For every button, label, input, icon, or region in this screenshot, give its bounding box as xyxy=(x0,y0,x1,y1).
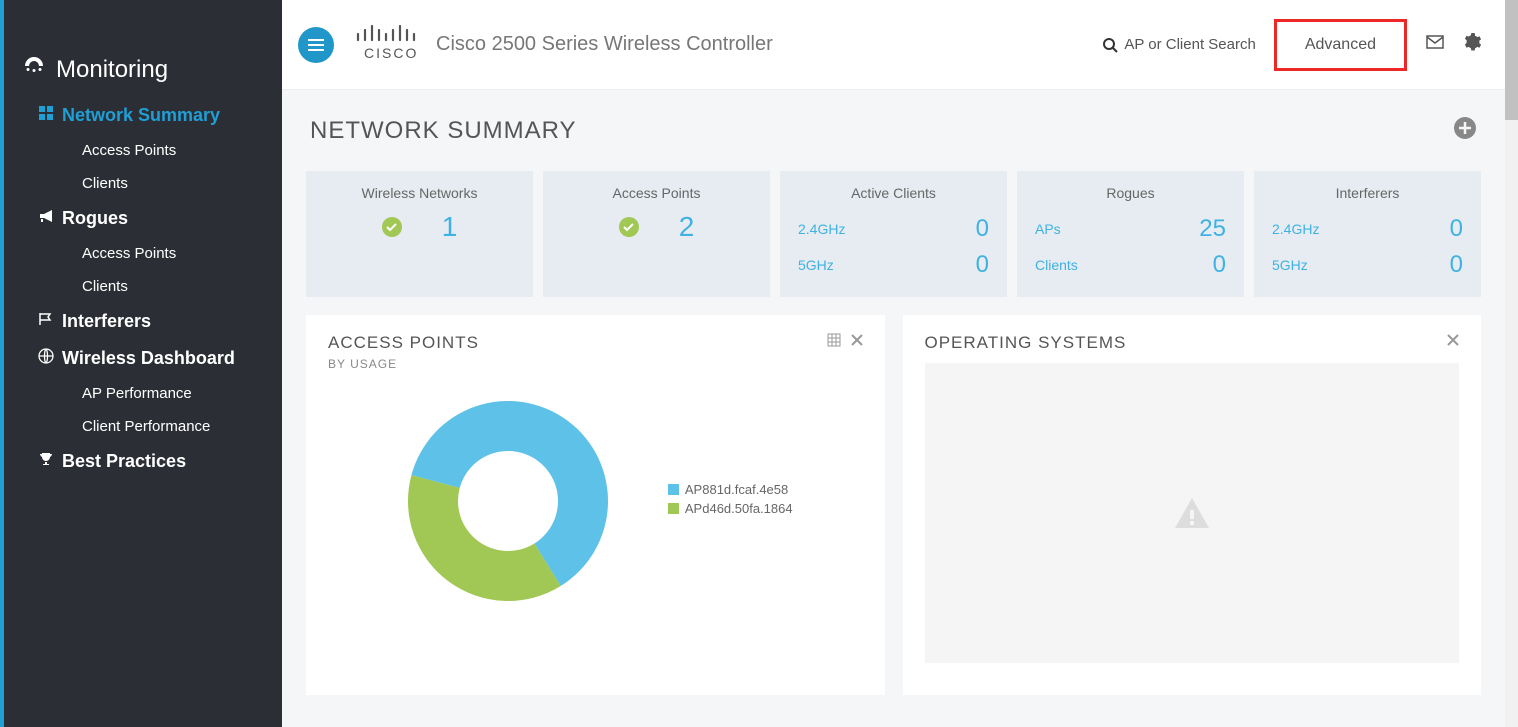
stat-cards: Wireless Networks 1 Access Points 2 Acti… xyxy=(306,171,1481,297)
sidebar-section-best-practices[interactable]: Best Practices xyxy=(4,443,282,480)
sidebar-section-network-summary[interactable]: Network Summary xyxy=(4,97,282,134)
legend-label: APd46d.50fa.1864 xyxy=(685,501,793,516)
megaphone-icon xyxy=(38,208,54,229)
stat-row-value: 0 xyxy=(1213,251,1226,279)
panel-access-points: ACCESS POINTS BY USAGE AP881d.fcaf.4e58A… xyxy=(306,315,885,695)
stat-row-value: 0 xyxy=(1450,215,1463,243)
scrollbar[interactable] xyxy=(1505,0,1518,727)
svg-text:CISCO: CISCO xyxy=(364,45,418,61)
sidebar-item-access-points[interactable]: Access Points xyxy=(4,134,282,167)
stat-value: 1 xyxy=(442,211,458,243)
stat-row-label: APs xyxy=(1035,221,1061,237)
warning-icon xyxy=(1172,493,1212,533)
flag-icon xyxy=(38,311,54,332)
stat-card-interferers[interactable]: Interferers 2.4GHz 0 5GHz 0 xyxy=(1254,171,1481,297)
sidebar-item-ap-performance[interactable]: AP Performance xyxy=(4,377,282,410)
dashboard-icon xyxy=(22,54,46,85)
sidebar-section-wireless-dashboard[interactable]: Wireless Dashboard xyxy=(4,340,282,377)
sidebar-section-label: Wireless Dashboard xyxy=(62,348,235,369)
sidebar-item-rogues-clients[interactable]: Clients xyxy=(4,270,282,303)
close-icon[interactable] xyxy=(851,333,863,352)
stat-row-label: 5GHz xyxy=(798,257,834,273)
donut-chart xyxy=(398,391,618,611)
product-title: Cisco 2500 Series Wireless Controller xyxy=(436,33,773,56)
stat-row-value: 25 xyxy=(1199,215,1226,243)
stat-value: 2 xyxy=(679,211,695,243)
sidebar-heading: Monitoring xyxy=(4,48,282,97)
stat-card-title: Access Points xyxy=(561,185,752,201)
sidebar-section-label: Interferers xyxy=(62,311,151,332)
mail-icon[interactable] xyxy=(1425,32,1445,57)
legend-label: AP881d.fcaf.4e58 xyxy=(685,482,788,497)
stat-row-label: 2.4GHz xyxy=(1272,221,1319,237)
stat-row-label: 5GHz xyxy=(1272,257,1308,273)
stat-row-value: 0 xyxy=(1450,251,1463,279)
sidebar-section-label: Rogues xyxy=(62,208,128,229)
sidebar-item-clients[interactable]: Clients xyxy=(4,167,282,200)
stat-row-value: 0 xyxy=(976,251,989,279)
stat-card-title: Active Clients xyxy=(798,185,989,201)
stat-card-title: Rogues xyxy=(1035,185,1226,201)
panels: ACCESS POINTS BY USAGE AP881d.fcaf.4e58A… xyxy=(306,315,1481,695)
stat-card-wireless-networks[interactable]: Wireless Networks 1 xyxy=(306,171,533,297)
advanced-button[interactable]: Advanced xyxy=(1274,19,1407,71)
sidebar: Monitoring Network Summary Access Points… xyxy=(0,0,282,727)
panel-subtitle: BY USAGE xyxy=(328,357,479,371)
stat-row-label: 2.4GHz xyxy=(798,221,845,237)
page-title: NETWORK SUMMARY xyxy=(310,117,577,145)
sidebar-item-client-performance[interactable]: Client Performance xyxy=(4,410,282,443)
stat-card-title: Wireless Networks xyxy=(324,185,515,201)
search-placeholder: AP or Client Search xyxy=(1124,36,1255,53)
main: CISCO Cisco 2500 Series Wireless Control… xyxy=(282,0,1505,727)
grid-icon xyxy=(38,105,54,126)
menu-button[interactable] xyxy=(298,27,334,63)
sidebar-section-interferers[interactable]: Interferers xyxy=(4,303,282,340)
sidebar-item-rogues-aps[interactable]: Access Points xyxy=(4,237,282,270)
gear-icon[interactable] xyxy=(1463,33,1481,56)
search-box[interactable]: AP or Client Search xyxy=(1102,36,1255,53)
sidebar-section-label: Best Practices xyxy=(62,451,186,472)
stat-card-access-points[interactable]: Access Points 2 xyxy=(543,171,770,297)
panel-title: ACCESS POINTS xyxy=(328,333,479,353)
sidebar-heading-label: Monitoring xyxy=(56,56,168,84)
panel-operating-systems: OPERATING SYSTEMS xyxy=(903,315,1482,695)
legend-swatch xyxy=(668,484,679,495)
stat-card-title: Interferers xyxy=(1272,185,1463,201)
check-icon xyxy=(619,217,639,237)
cisco-logo: CISCO xyxy=(352,22,422,67)
stat-row-value: 0 xyxy=(976,215,989,243)
sidebar-section-rogues[interactable]: Rogues xyxy=(4,200,282,237)
close-icon[interactable] xyxy=(1447,333,1459,351)
legend-item: APd46d.50fa.1864 xyxy=(668,501,793,516)
stat-row-label: Clients xyxy=(1035,257,1078,273)
legend-item: AP881d.fcaf.4e58 xyxy=(668,482,793,497)
add-button[interactable] xyxy=(1453,116,1477,145)
empty-state xyxy=(925,363,1460,663)
globe-icon xyxy=(38,348,54,369)
check-icon xyxy=(382,217,402,237)
stat-card-active-clients[interactable]: Active Clients 2.4GHz 0 5GHz 0 xyxy=(780,171,1007,297)
content: NETWORK SUMMARY Wireless Networks 1 Acce… xyxy=(282,90,1505,727)
topbar: CISCO Cisco 2500 Series Wireless Control… xyxy=(282,0,1505,90)
table-icon[interactable] xyxy=(827,333,841,352)
donut-legend: AP881d.fcaf.4e58 APd46d.50fa.1864 xyxy=(668,482,793,520)
stat-card-rogues[interactable]: Rogues APs 25 Clients 0 xyxy=(1017,171,1244,297)
legend-swatch xyxy=(668,503,679,514)
trophy-icon xyxy=(38,451,54,472)
sidebar-section-label: Network Summary xyxy=(62,105,220,126)
panel-title: OPERATING SYSTEMS xyxy=(925,333,1127,353)
